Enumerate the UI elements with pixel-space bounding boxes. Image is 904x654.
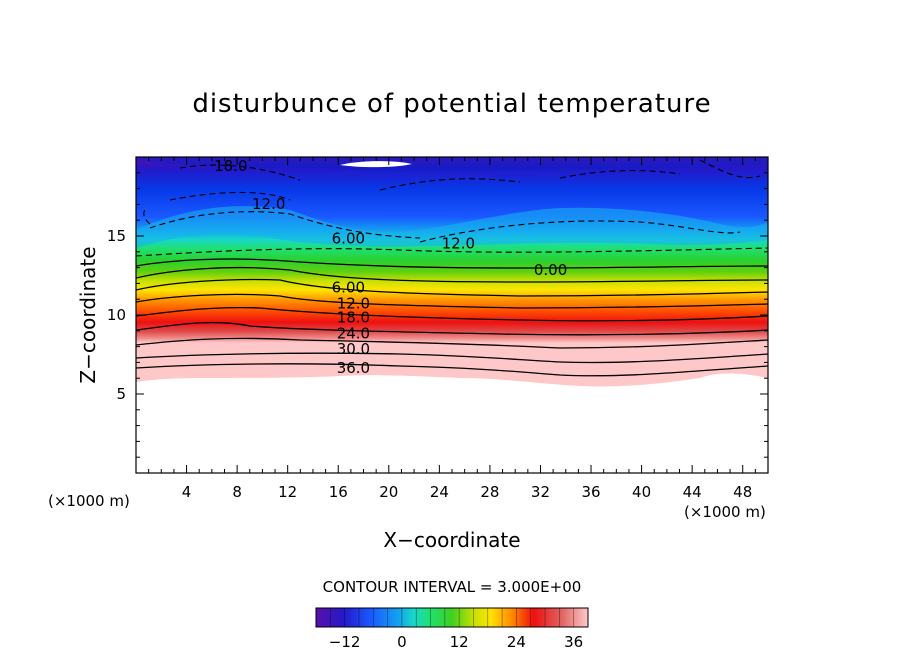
contour-label: 30.0 (337, 340, 370, 358)
colorbar-tick-label: 24 (507, 633, 526, 651)
x-tick-label: 32 (531, 483, 550, 501)
plot-area (136, 157, 768, 387)
colorbar-tick-label: 36 (564, 633, 583, 651)
contour-labels: 18.012.06.00 12.00.006.0012.018.024.030.0… (214, 157, 567, 377)
x-axis-ticks: 4 8 12 16 20 24 28 32 36 40 44 48 (148, 157, 756, 501)
colorbar-tick-label: −12 (329, 633, 361, 651)
x-tick-label: 24 (430, 483, 449, 501)
contour-label: 12.0 (442, 234, 475, 252)
contour-label: 36.0 (337, 359, 370, 377)
y-axis-label: Z−coordinate (76, 246, 100, 383)
contour-label-text: 30.0 (337, 340, 370, 358)
solid-contours (136, 258, 768, 377)
x-tick-label: 8 (232, 483, 242, 501)
contour-label-text: 12.0 (442, 234, 475, 252)
x-axis-label: X−coordinate (383, 528, 520, 552)
chart-title: disturbunce of potential temperature (192, 89, 711, 119)
white-spot (340, 161, 412, 168)
x-tick-label: 36 (581, 483, 600, 501)
y-tick-label: 15 (107, 227, 126, 245)
x-tick-label: 44 (683, 483, 702, 501)
x-tick-label: 4 (182, 483, 192, 501)
field-fill (136, 157, 768, 387)
contour-label: 0.00 (534, 261, 567, 279)
contour-label: 12.0 (337, 294, 370, 312)
contour-label: 6.00 (332, 279, 365, 297)
contour-label-text: 6.00 (332, 279, 365, 297)
z-unit-label: (×1000 m) (48, 492, 130, 510)
contour-label-text: 6.00 (332, 230, 365, 248)
upper-dark-patch (136, 157, 768, 172)
contour-label-text: 12.0 (337, 294, 370, 312)
contour-label: 18.0 (337, 309, 370, 327)
colorbar-tick-label: 0 (397, 633, 407, 651)
contour-label: 12.0 (252, 195, 285, 213)
contour-label-text: 24.0 (337, 324, 370, 342)
x-tick-label: 40 (632, 483, 651, 501)
y-tick-label: 5 (116, 385, 126, 403)
colorbar-tick-label: 12 (450, 633, 469, 651)
colorbar-ticks: −12 0 12 24 36 (329, 608, 583, 651)
contour-label-text: 18.0 (337, 309, 370, 327)
x-tick-label: 20 (379, 483, 398, 501)
contour-label-text: 12.0 (252, 195, 285, 213)
contour-label: 18.0 (214, 157, 247, 175)
contour-label-text: 36.0 (337, 359, 370, 377)
x-unit-label: (×1000 m) (684, 503, 766, 521)
y-tick-label: 10 (107, 306, 126, 324)
contour-label-text: 18.0 (214, 157, 247, 175)
upper-cyan-streak (136, 206, 768, 248)
x-tick-label: 16 (329, 483, 348, 501)
y-axis-ticks: 5 10 15 (107, 172, 768, 458)
dashed-contours (136, 159, 768, 257)
colorbar (315, 607, 589, 628)
contour-label-text: 0.00 (534, 261, 567, 279)
contour-interval-label: CONTOUR INTERVAL = 3.000E+00 (323, 578, 582, 596)
x-tick-label: 28 (480, 483, 499, 501)
contour-label: 6.00 (332, 230, 365, 248)
contour-label: 24.0 (337, 324, 370, 342)
x-tick-label: 48 (733, 483, 752, 501)
x-tick-label: 12 (278, 483, 297, 501)
